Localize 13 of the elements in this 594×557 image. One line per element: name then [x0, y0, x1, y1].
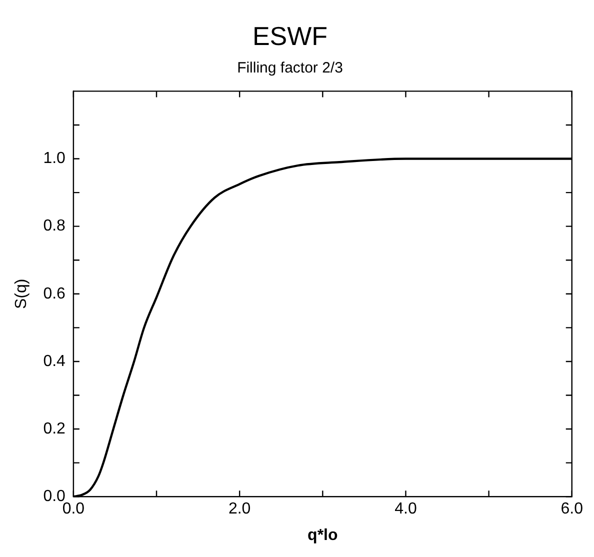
y-tick-label: 0.2 — [43, 420, 66, 438]
x-tick-label: 0.0 — [62, 500, 85, 518]
chart-title: ESWF — [252, 20, 328, 51]
x-axis-title: q*lo — [308, 526, 338, 544]
x-tick-label: 4.0 — [394, 500, 417, 518]
y-tick-label: 0.8 — [43, 218, 66, 235]
y-tick-label: 0.6 — [43, 285, 66, 302]
x-tick-label: 2.0 — [228, 500, 251, 518]
y-tick-label: 0.4 — [43, 352, 66, 370]
y-axis-title: S(q) — [13, 278, 30, 310]
x-tick-label: 6.0 — [560, 500, 584, 518]
y-tick-label: 1.0 — [43, 150, 66, 168]
chart-subtitle: Filling factor 2/3 — [237, 59, 343, 76]
